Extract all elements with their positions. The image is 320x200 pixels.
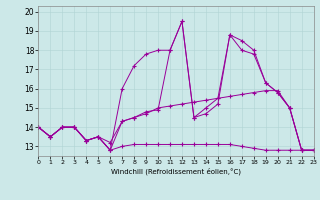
X-axis label: Windchill (Refroidissement éolien,°C): Windchill (Refroidissement éolien,°C) [111,168,241,175]
